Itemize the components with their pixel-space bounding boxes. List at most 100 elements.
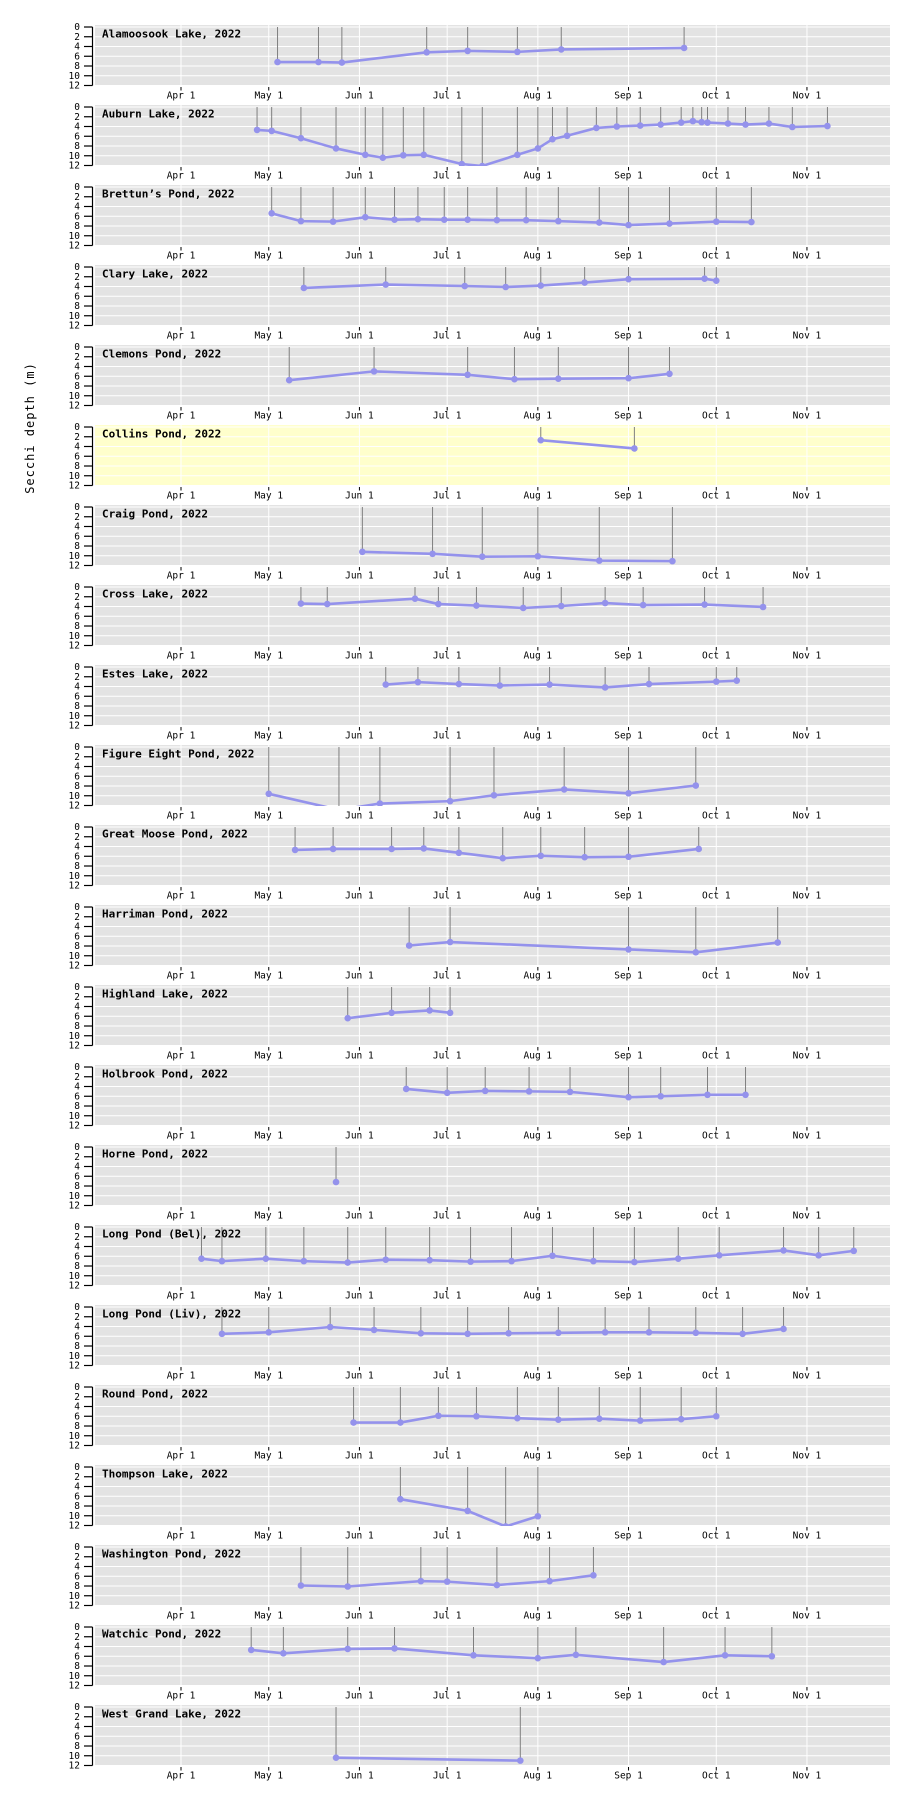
panel-title: Clemons Pond, 2022 xyxy=(102,348,221,361)
x-axis-tick-label: Aug 1 xyxy=(524,1611,553,1622)
y-axis-tick-label: 2 xyxy=(74,192,80,203)
data-point xyxy=(546,681,553,688)
y-axis-tick-label: 6 xyxy=(74,1011,80,1022)
x-axis-tick-label: Aug 1 xyxy=(524,1211,553,1222)
x-axis-tick-label: Nov 1 xyxy=(793,1131,822,1142)
data-point xyxy=(329,218,337,225)
x-axis-tick-label: Sep 1 xyxy=(614,1691,643,1702)
data-point xyxy=(291,846,299,854)
x-axis-tick-label: Sep 1 xyxy=(614,1051,643,1062)
data-point xyxy=(566,1088,574,1096)
x-axis-tick-label: May 1 xyxy=(254,411,283,422)
y-axis-tick-label: 0 xyxy=(74,342,80,353)
data-point xyxy=(595,1415,603,1422)
series-line xyxy=(346,1009,452,1020)
series-highland-lake-2022 xyxy=(344,987,454,1022)
x-axis-tick-label: Oct 1 xyxy=(702,331,731,342)
y-axis-tick-label: 12 xyxy=(69,81,80,92)
data-point xyxy=(420,151,428,159)
series-clary-lake-2022 xyxy=(300,267,720,292)
data-point xyxy=(701,601,708,608)
x-axis-tick-label: Apr 1 xyxy=(167,1691,196,1702)
x-axis-tick-label: Sep 1 xyxy=(614,1531,643,1542)
data-point xyxy=(534,552,542,560)
data-point xyxy=(613,123,621,130)
x-axis-tick-label: Aug 1 xyxy=(524,491,553,502)
data-point xyxy=(382,281,390,288)
x-axis-tick-label: Jul 1 xyxy=(433,651,462,662)
y-axis-tick-label: 0 xyxy=(74,982,80,993)
data-point xyxy=(262,1255,270,1262)
data-point xyxy=(411,595,419,602)
y-axis-tick-label: 0 xyxy=(74,1142,80,1153)
series-watchic-pond-2022 xyxy=(247,1627,776,1666)
y-axis-tick-label: 10 xyxy=(69,1271,81,1282)
x-axis-tick-label: May 1 xyxy=(254,251,283,262)
x-axis-tick-label: Sep 1 xyxy=(614,491,643,502)
panel-bg xyxy=(95,265,890,326)
x-axis-tick-label: Aug 1 xyxy=(524,1771,553,1782)
data-point xyxy=(481,1087,489,1095)
x-axis-tick-label: Jun 1 xyxy=(345,491,374,502)
x-axis-tick-label: May 1 xyxy=(254,651,283,662)
x-axis-tick-label: Jun 1 xyxy=(345,891,374,902)
y-axis-tick-label: 8 xyxy=(74,61,80,72)
x-axis-tick-label: Nov 1 xyxy=(793,1531,822,1542)
x-axis-tick-label: Nov 1 xyxy=(793,811,822,822)
y-axis-tick-label: 2 xyxy=(74,1472,80,1483)
data-point xyxy=(253,126,261,134)
y-axis-tick-label: 6 xyxy=(74,211,80,222)
y-axis-tick-label: 12 xyxy=(69,1601,80,1612)
y-axis-tick-label: 6 xyxy=(74,451,80,462)
data-point xyxy=(677,1415,685,1423)
data-point xyxy=(455,849,463,857)
x-axis-tick-label: Oct 1 xyxy=(702,1691,731,1702)
y-axis-tick-label: 2 xyxy=(74,512,80,523)
y-axis-tick-label: 0 xyxy=(74,1302,80,1313)
x-axis-tick-label: Aug 1 xyxy=(524,171,553,182)
x-axis-tick-label: Jun 1 xyxy=(345,1611,374,1622)
data-point xyxy=(478,553,486,561)
x-axis-tick-label: Jul 1 xyxy=(433,91,462,102)
data-point xyxy=(297,217,305,225)
y-axis-tick-label: 10 xyxy=(69,711,81,722)
series-line xyxy=(399,1497,540,1526)
data-point xyxy=(391,216,398,223)
y-axis-tick-label: 0 xyxy=(74,422,80,433)
y-axis-tick-label: 10 xyxy=(69,1591,81,1602)
y-axis-tick-label: 4 xyxy=(74,1162,80,1173)
data-point xyxy=(692,782,700,789)
data-point xyxy=(748,218,755,226)
x-axis-tick-label: Jun 1 xyxy=(345,1531,374,1542)
y-axis-tick-label: 6 xyxy=(74,131,80,142)
x-axis-tick-label: Nov 1 xyxy=(793,971,822,982)
x-axis-tick-label: Apr 1 xyxy=(167,331,196,342)
panel-title: Great Moose Pond, 2022 xyxy=(102,828,248,841)
x-axis-tick-label: Oct 1 xyxy=(702,1371,731,1382)
panel-title: Alamoosook Lake, 2022 xyxy=(102,28,241,41)
y-axis-tick-label: 6 xyxy=(74,531,80,542)
x-axis-tick-label: Oct 1 xyxy=(702,491,731,502)
x-axis-tick-label: Apr 1 xyxy=(167,811,196,822)
y-axis-tick-label: 2 xyxy=(74,1712,80,1723)
series-holbrook-pond-2022 xyxy=(402,1067,749,1101)
data-point xyxy=(329,845,337,853)
data-point xyxy=(595,557,603,564)
data-point xyxy=(326,1323,334,1331)
y-axis-tick-label: 0 xyxy=(74,822,80,833)
x-axis-tick-label: Nov 1 xyxy=(793,651,822,662)
x-axis-tick-label: Jun 1 xyxy=(345,1051,374,1062)
y-axis-tick-label: 6 xyxy=(74,1411,80,1422)
series-horne-pond-2022 xyxy=(332,1147,340,1186)
panel-bg xyxy=(95,1385,890,1446)
x-axis-tick-label: Apr 1 xyxy=(167,171,196,182)
y-axis-tick-label: 2 xyxy=(74,752,80,763)
data-point xyxy=(645,1329,653,1336)
y-axis-tick-label: 10 xyxy=(69,1751,81,1762)
data-point xyxy=(300,284,308,292)
